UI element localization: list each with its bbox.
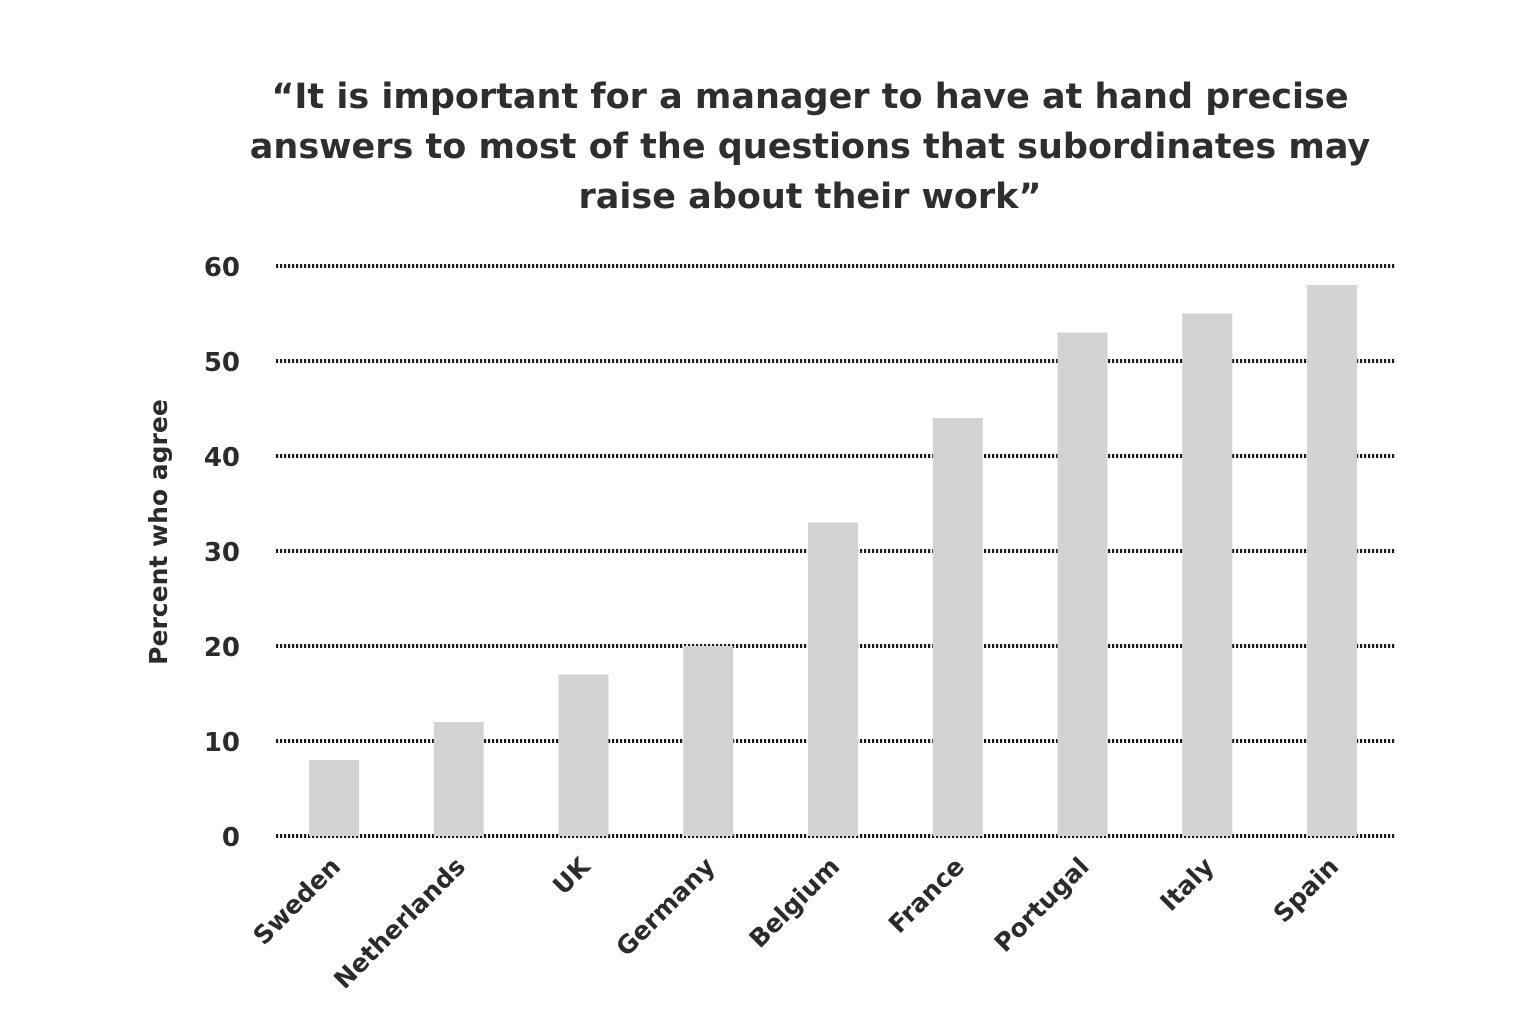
x-tick-label-sweden: Sweden xyxy=(247,852,346,951)
bar-uk xyxy=(558,674,609,836)
bar-spain xyxy=(1307,285,1357,836)
bar-netherlands xyxy=(433,722,484,836)
x-tick-label-germany: Germany xyxy=(610,852,720,962)
bar-germany xyxy=(683,646,734,836)
y-tick-label: 30 xyxy=(204,538,240,568)
bar-belgium xyxy=(808,522,858,836)
y-tick-label: 50 xyxy=(204,348,240,378)
y-tick-label: 60 xyxy=(204,253,240,283)
y-tick-label: 40 xyxy=(204,443,240,473)
y-tick-label: 20 xyxy=(204,633,240,663)
x-tick-label-uk: UK xyxy=(547,851,597,901)
x-tick-label-france: France xyxy=(883,852,970,939)
y-tick-labels: 0 10 20 30 40 50 60 xyxy=(204,253,240,853)
bar-sweden xyxy=(309,760,359,836)
x-tick-label-portugal: Portugal xyxy=(989,852,1095,958)
y-axis-label: Percent who agree xyxy=(144,399,173,665)
x-tick-label-italy: Italy xyxy=(1154,852,1219,917)
y-tick-label: 0 xyxy=(222,823,240,853)
x-tick-label-spain: Spain xyxy=(1268,852,1344,928)
bar-portugal xyxy=(1057,332,1108,836)
y-tick-label: 10 xyxy=(204,728,240,758)
x-tick-label-belgium: Belgium xyxy=(743,852,845,954)
chart-title-line-2: answers to most of the questions that su… xyxy=(249,127,1371,167)
chart-title-line-1: “It is important for a manager to have a… xyxy=(271,77,1349,117)
chart-title-line-3: raise about their work” xyxy=(578,177,1042,217)
chart-title: “It is important for a manager to have a… xyxy=(190,72,1430,222)
bar-france xyxy=(932,418,983,836)
bar-italy xyxy=(1182,313,1233,836)
bars xyxy=(309,285,1357,836)
x-tick-label-netherlands: Netherlands xyxy=(328,852,471,995)
